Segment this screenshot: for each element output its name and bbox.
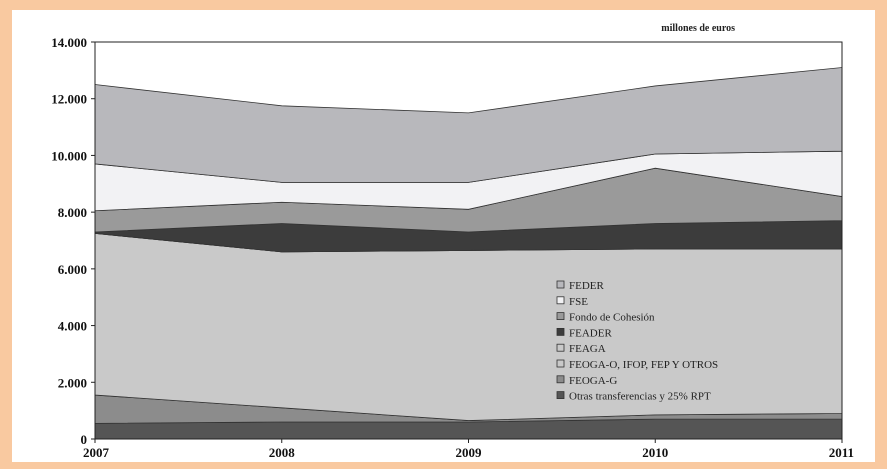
legend-label: Otras transferencias y 25% RPT <box>569 391 711 403</box>
x-tick-label: 2010 <box>642 445 668 460</box>
x-tick-label: 2011 <box>829 445 854 460</box>
area-series-2 <box>94 232 843 421</box>
x-tick-label: 2007 <box>83 445 110 460</box>
legend-label: FEOGA-G <box>569 375 617 387</box>
unit-label: millones de euros <box>661 23 735 34</box>
x-axis: 2007 2008 2009 2010 2011 <box>83 439 854 460</box>
legend: FEDER FSE Fondo de Cohesión FEADER FEAGA FEOG… <box>556 280 718 403</box>
y-tick-label: 8.000 <box>58 205 87 220</box>
legend-label: FEADER <box>569 327 612 339</box>
y-tick-label: 4.000 <box>58 319 87 334</box>
legend-label: FSE <box>569 296 588 308</box>
y-tick-label: 14.000 <box>51 35 87 50</box>
y-tick-label: 6.000 <box>58 262 87 277</box>
y-axis: 0 2.000 4.000 6.000 8.000 10.000 12.000 14.000 <box>51 35 95 447</box>
legend-swatch <box>556 343 565 352</box>
x-tick-label: 2008 <box>269 445 296 460</box>
y-tick-label: 0 <box>81 432 88 447</box>
legend-swatch <box>556 296 565 305</box>
legend-label: FEAGA <box>569 343 606 355</box>
y-tick-label: 2.000 <box>58 375 87 390</box>
legend-label: FEDER <box>569 280 605 292</box>
chart-frame: millones de euros 0 2.000 4.000 6.000 8.000 1… <box>12 10 875 462</box>
stacked-area-chart: millones de euros 0 2.000 4.000 6.000 8.000 1… <box>51 23 854 460</box>
legend-label: Fondo de Cohesión <box>569 312 655 324</box>
areas-layer <box>94 67 843 440</box>
legend-swatch <box>556 375 565 384</box>
legend-swatch <box>556 280 565 289</box>
legend-swatch <box>556 327 565 336</box>
x-tick-label: 2009 <box>456 445 483 460</box>
legend-swatch <box>556 359 565 368</box>
legend-label: FEOGA-O, IFOP, FEP Y OTROS <box>569 359 718 371</box>
y-tick-label: 12.000 <box>51 92 87 107</box>
legend-swatch <box>556 312 565 321</box>
y-tick-label: 10.000 <box>51 148 87 163</box>
legend-swatch <box>556 391 565 400</box>
